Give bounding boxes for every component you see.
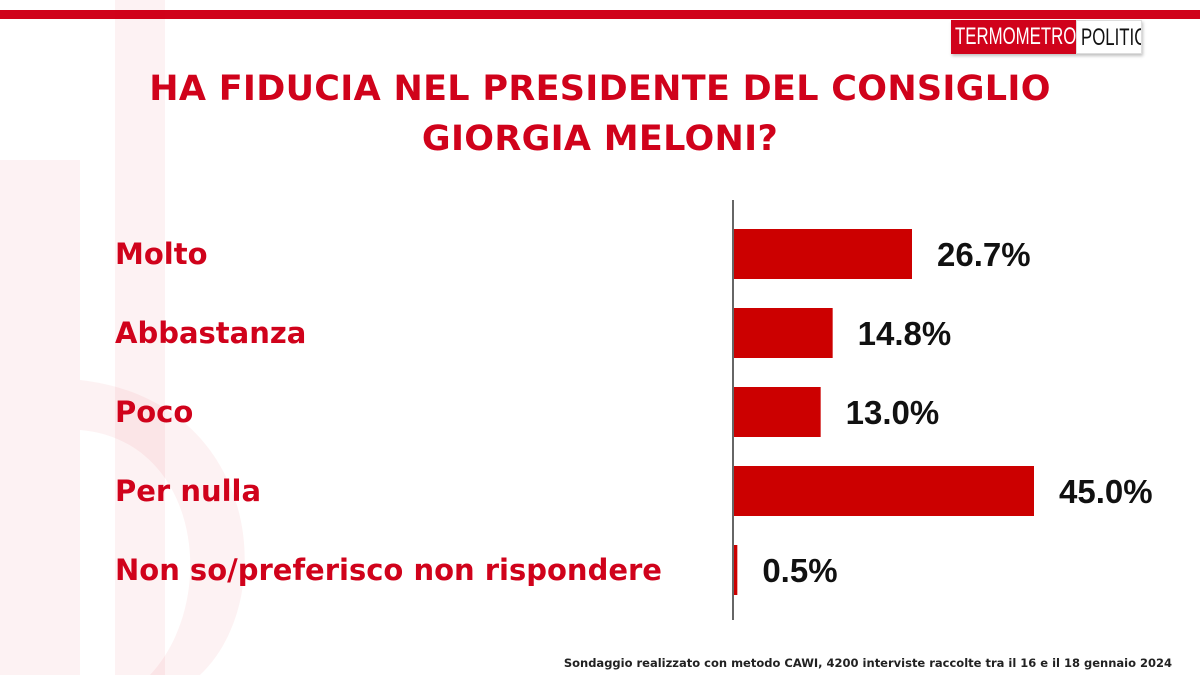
logo-part-red: TERMOMETRO [951, 20, 1076, 54]
bar [734, 466, 1034, 516]
value-label: 45.0% [1059, 473, 1153, 510]
category-label: Poco [115, 395, 193, 429]
value-label: 0.5% [762, 552, 837, 589]
category-label: Molto [115, 237, 208, 271]
top-accent-bar [0, 10, 1200, 19]
bar [734, 308, 833, 358]
title-line-1: HA FIDUCIA NEL PRESIDENTE DEL CONSIGLIO [149, 69, 1051, 109]
title-line-2: GIORGIA MELONI? [421, 119, 779, 159]
value-label: 26.7% [937, 236, 1031, 273]
chart-title: HA FIDUCIA NEL PRESIDENTE DEL CONSIGLIO … [0, 64, 1200, 164]
category-label: Per nulla [115, 474, 261, 508]
footnote: Sondaggio realizzato con metodo CAWI, 42… [563, 656, 1172, 670]
termometro-politico-logo: TERMOMETRO POLITICO [951, 20, 1142, 54]
value-label: 13.0% [846, 394, 940, 431]
bar [734, 387, 821, 437]
value-label: 14.8% [858, 315, 952, 352]
logo-part-white: POLITICO [1076, 20, 1142, 54]
bar [734, 545, 738, 595]
category-label: Abbastanza [115, 316, 306, 350]
category-label: Non so/preferisco non rispondere [115, 553, 662, 587]
bar [734, 229, 912, 279]
